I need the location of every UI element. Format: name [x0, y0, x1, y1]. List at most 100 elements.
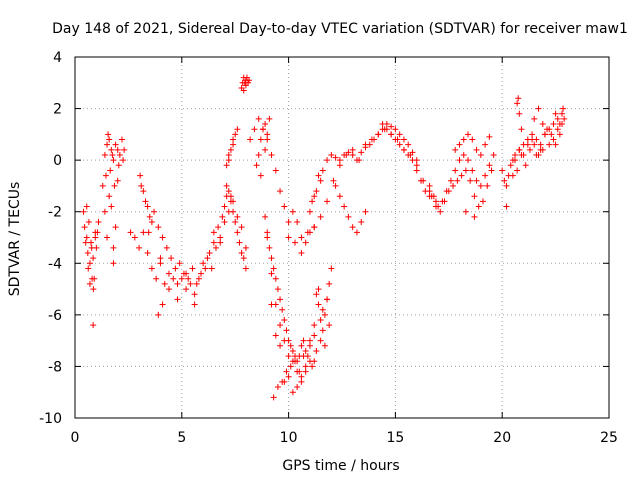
data-point	[257, 136, 264, 143]
data-point	[383, 126, 390, 133]
data-point	[353, 157, 360, 164]
data-point	[266, 115, 273, 122]
data-point	[294, 384, 301, 391]
data-point	[311, 322, 318, 329]
data-point	[552, 141, 559, 148]
data-point	[85, 219, 92, 226]
data-point	[514, 167, 521, 174]
data-point	[458, 172, 465, 179]
data-point	[306, 208, 313, 215]
data-point	[238, 249, 245, 256]
data-point	[227, 193, 234, 200]
data-point	[120, 157, 127, 164]
data-point	[180, 270, 187, 277]
data-point	[537, 141, 544, 148]
data-point	[85, 265, 92, 272]
data-point	[456, 141, 463, 148]
data-point	[230, 141, 237, 148]
data-point	[518, 151, 525, 158]
data-point	[460, 151, 467, 158]
data-point	[296, 368, 303, 375]
data-point	[148, 265, 155, 272]
data-point	[110, 157, 117, 164]
data-point	[556, 131, 563, 138]
data-point	[321, 311, 328, 318]
data-point	[272, 332, 279, 339]
data-point	[302, 347, 309, 354]
data-point	[99, 182, 106, 189]
data-point	[482, 172, 489, 179]
data-point	[432, 203, 439, 210]
data-point	[102, 172, 109, 179]
data-point	[317, 337, 324, 344]
data-point	[469, 136, 476, 143]
data-point	[230, 198, 237, 205]
data-point	[550, 136, 557, 143]
data-point	[332, 154, 339, 161]
data-point	[277, 322, 284, 329]
data-point	[516, 146, 523, 153]
data-point	[313, 291, 320, 298]
data-point	[366, 141, 373, 148]
data-point	[358, 219, 365, 226]
data-point	[289, 347, 296, 354]
data-point	[467, 177, 474, 184]
data-point	[217, 239, 224, 246]
data-point	[475, 203, 482, 210]
data-point	[88, 239, 95, 246]
data-point	[345, 213, 352, 220]
x-tick-label: 0	[71, 430, 80, 446]
data-point	[330, 177, 337, 184]
data-point	[552, 110, 559, 117]
data-point	[283, 368, 290, 375]
data-point	[422, 188, 429, 195]
data-point	[251, 126, 258, 133]
data-point	[83, 234, 90, 241]
x-axis-label: GPS time / hours	[282, 458, 399, 474]
data-point	[285, 219, 292, 226]
data-point	[110, 260, 117, 267]
data-point	[388, 131, 395, 138]
data-point	[321, 342, 328, 349]
data-point	[262, 146, 269, 153]
data-point	[332, 182, 339, 189]
data-point	[512, 157, 519, 164]
data-point	[88, 244, 95, 251]
data-point	[315, 286, 322, 293]
data-point	[221, 219, 228, 226]
data-point	[507, 162, 514, 169]
data-point	[264, 131, 271, 138]
data-point	[210, 239, 217, 246]
data-point	[230, 136, 237, 143]
y-axis-label: SDTVAR / TECUs	[7, 182, 23, 297]
data-point	[272, 275, 279, 282]
data-point	[104, 234, 111, 241]
grid	[75, 57, 609, 418]
data-point	[270, 265, 277, 272]
data-point	[302, 239, 309, 246]
x-tick-label: 10	[280, 430, 298, 446]
data-point	[306, 229, 313, 236]
data-point	[174, 280, 181, 287]
data-point	[328, 151, 335, 158]
data-point	[319, 306, 326, 313]
data-point	[501, 177, 508, 184]
data-point	[112, 224, 119, 231]
data-point	[317, 317, 324, 324]
x-tick-label: 5	[177, 430, 186, 446]
data-point	[315, 172, 322, 179]
data-point	[531, 141, 538, 148]
data-point	[195, 275, 202, 282]
data-point	[240, 87, 247, 94]
data-point	[170, 275, 177, 282]
data-point	[86, 280, 93, 287]
data-point	[146, 213, 153, 220]
data-point	[482, 141, 489, 148]
data-point	[208, 265, 215, 272]
data-point	[302, 368, 309, 375]
data-point	[388, 123, 395, 130]
data-point	[452, 146, 459, 153]
data-point	[225, 208, 232, 215]
data-point	[392, 136, 399, 143]
data-point	[159, 234, 166, 241]
